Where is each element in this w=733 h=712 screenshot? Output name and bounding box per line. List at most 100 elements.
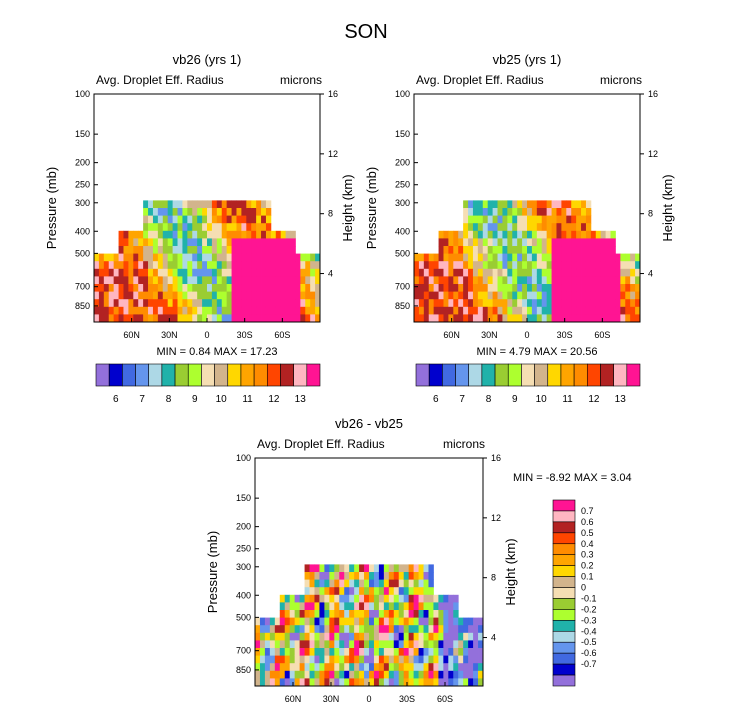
field-cell <box>388 564 395 573</box>
field-cell <box>605 306 611 315</box>
field-cell <box>157 246 164 254</box>
field-cell <box>546 208 552 216</box>
field-cell <box>398 564 405 573</box>
field-cell <box>108 284 115 292</box>
colorbar-swatch <box>552 554 576 566</box>
field-cell <box>289 625 296 634</box>
field-cell <box>152 261 159 270</box>
field-cell <box>94 306 100 315</box>
field-cell <box>388 602 395 611</box>
field-cell <box>339 670 345 679</box>
field-cell <box>403 602 410 611</box>
field-cell <box>289 663 296 672</box>
field-cell <box>512 200 518 209</box>
field-cell <box>468 648 474 656</box>
field-cell <box>517 223 523 232</box>
field-cell <box>211 208 218 216</box>
field-cell <box>512 276 518 285</box>
field-cell <box>265 230 272 239</box>
field-cell <box>438 276 444 285</box>
x-tick-label: 30S <box>557 330 573 340</box>
field-cell <box>438 291 444 300</box>
field-cell <box>123 268 129 277</box>
field-cell <box>319 663 325 672</box>
field-cell <box>378 640 385 649</box>
field-cell <box>443 610 449 618</box>
field-cell <box>236 200 242 209</box>
field-cell <box>566 230 572 239</box>
field-cell <box>487 253 494 262</box>
field-cell <box>468 253 474 262</box>
field-cell <box>148 284 154 292</box>
field-cell <box>315 299 320 308</box>
field-cell <box>284 632 291 641</box>
field-cell <box>423 314 430 322</box>
field-cell <box>310 253 316 262</box>
field-cell <box>561 284 567 292</box>
field-cell <box>418 655 424 664</box>
field-cell <box>472 291 479 300</box>
field-cell <box>128 230 134 239</box>
field-cell <box>202 223 208 232</box>
field-cell <box>625 276 631 285</box>
field-cell <box>285 284 291 292</box>
field-cell <box>531 238 538 247</box>
field-cell <box>517 261 523 270</box>
field-cell <box>246 314 252 322</box>
field-cell <box>285 261 291 270</box>
field-cell <box>143 261 149 270</box>
field-cell <box>433 655 439 664</box>
field-cell <box>527 291 533 300</box>
field-cell <box>98 314 105 322</box>
colorbar-swatch <box>560 363 575 387</box>
field-cell <box>541 276 548 285</box>
field-cell <box>202 238 208 247</box>
field-cell <box>162 246 169 254</box>
field-cell <box>187 306 193 315</box>
field-cell <box>314 572 320 580</box>
field-cell <box>344 678 350 686</box>
field-cell <box>295 284 301 292</box>
field-cell <box>531 299 538 308</box>
y-tick-label: 500 <box>395 248 410 258</box>
field-cell <box>364 640 370 649</box>
field-cell <box>595 299 602 308</box>
field-cell <box>428 678 434 686</box>
field-cell <box>108 291 115 300</box>
field-cell <box>625 284 631 292</box>
field-cell <box>289 632 296 641</box>
field-cell <box>615 314 621 322</box>
field-cell <box>123 284 129 292</box>
field-cell <box>162 299 169 308</box>
field-cell <box>403 610 410 618</box>
field-cell <box>463 617 469 626</box>
panel-vb25: vb25 (yrs 1)Avg. Droplet Eff. Radius micr… <box>364 52 675 405</box>
field-cell <box>261 215 267 224</box>
field-cell <box>197 253 203 262</box>
field-cell <box>438 261 444 270</box>
field-cell <box>487 261 494 270</box>
field-cell <box>216 291 223 300</box>
field-cell <box>600 291 607 300</box>
field-cell <box>393 579 400 588</box>
field-cell <box>256 314 262 322</box>
field-cell <box>324 648 330 656</box>
field-cell <box>172 238 178 247</box>
field-cell <box>177 314 183 322</box>
field-cell <box>615 268 621 277</box>
field-cell <box>309 594 315 603</box>
field-cell <box>128 268 134 277</box>
field-cell <box>344 617 350 626</box>
field-cell <box>522 230 528 239</box>
field-cell <box>373 587 380 596</box>
field-cell <box>443 594 449 603</box>
field-cell <box>304 648 310 656</box>
field-cell <box>259 632 266 641</box>
field-cell <box>309 610 315 618</box>
field-cell <box>359 663 365 672</box>
field-cell <box>324 678 330 686</box>
field-cell <box>324 632 330 641</box>
field-cell <box>517 230 523 239</box>
field-cell <box>492 238 498 247</box>
